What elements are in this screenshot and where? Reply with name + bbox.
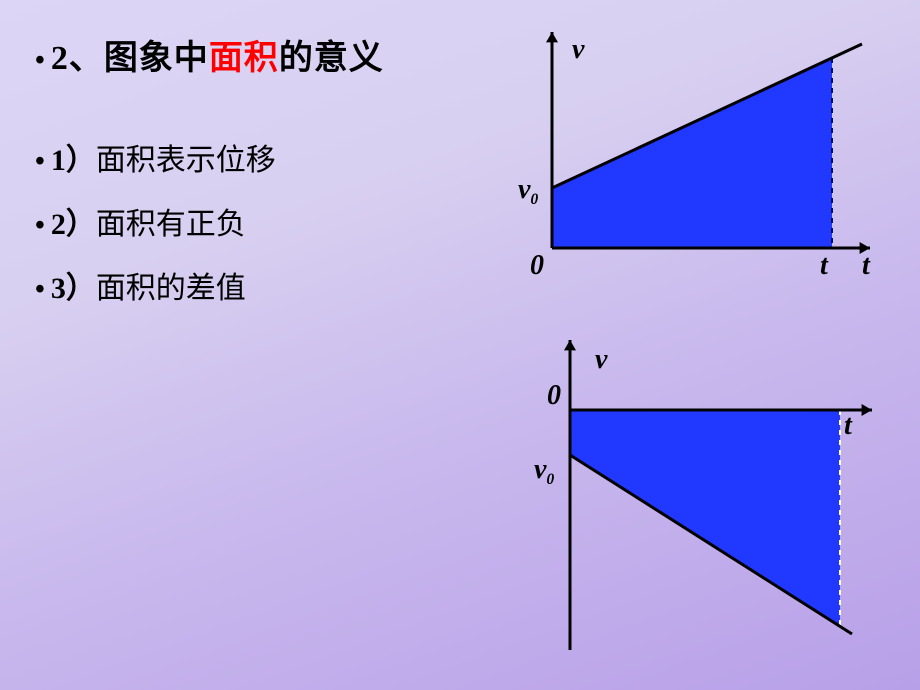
heading-line: • 2、图象中面积的意义 xyxy=(35,30,384,79)
svg-text:t: t xyxy=(820,250,829,281)
list-item: • 2） 面积有正负 xyxy=(35,199,276,243)
item-bullet: • xyxy=(35,274,45,306)
svg-text:t: t xyxy=(862,250,871,281)
vt-graph-negative: v0v0t xyxy=(520,330,890,670)
heading-highlight: 面积 xyxy=(209,40,279,77)
svg-text:0: 0 xyxy=(547,380,561,411)
svg-text:v0: v0 xyxy=(518,174,538,208)
heading-bullet: • xyxy=(35,45,45,77)
vt-graph-positive: v t 0 v0 t xyxy=(500,20,890,300)
item-bullet: • xyxy=(35,210,45,242)
item-text: 面积表示位移 xyxy=(96,135,276,179)
svg-text:0: 0 xyxy=(530,250,544,281)
heading-post: 的意义 xyxy=(279,40,384,77)
items-block: • 1） 面积表示位移 • 2） 面积有正负 • 3） 面积的差值 xyxy=(35,135,276,315)
item-bullet: • xyxy=(35,146,45,178)
item-text: 面积有正负 xyxy=(96,199,246,243)
heading-num: 2、 xyxy=(51,40,104,77)
svg-text:t: t xyxy=(844,410,853,441)
item-num: 1） xyxy=(51,135,96,179)
list-item: • 1） 面积表示位移 xyxy=(35,135,276,179)
heading-pre: 图象中 xyxy=(104,40,209,77)
item-num: 3） xyxy=(51,263,96,307)
svg-text:v0: v0 xyxy=(534,454,554,488)
list-item: • 3） 面积的差值 xyxy=(35,263,276,307)
heading-text: 2、图象中面积的意义 xyxy=(51,30,384,79)
svg-text:v: v xyxy=(572,34,585,65)
item-text: 面积的差值 xyxy=(96,263,246,307)
heading-block: • 2、图象中面积的意义 xyxy=(35,30,384,87)
item-num: 2） xyxy=(51,199,96,243)
svg-text:v: v xyxy=(595,344,608,375)
